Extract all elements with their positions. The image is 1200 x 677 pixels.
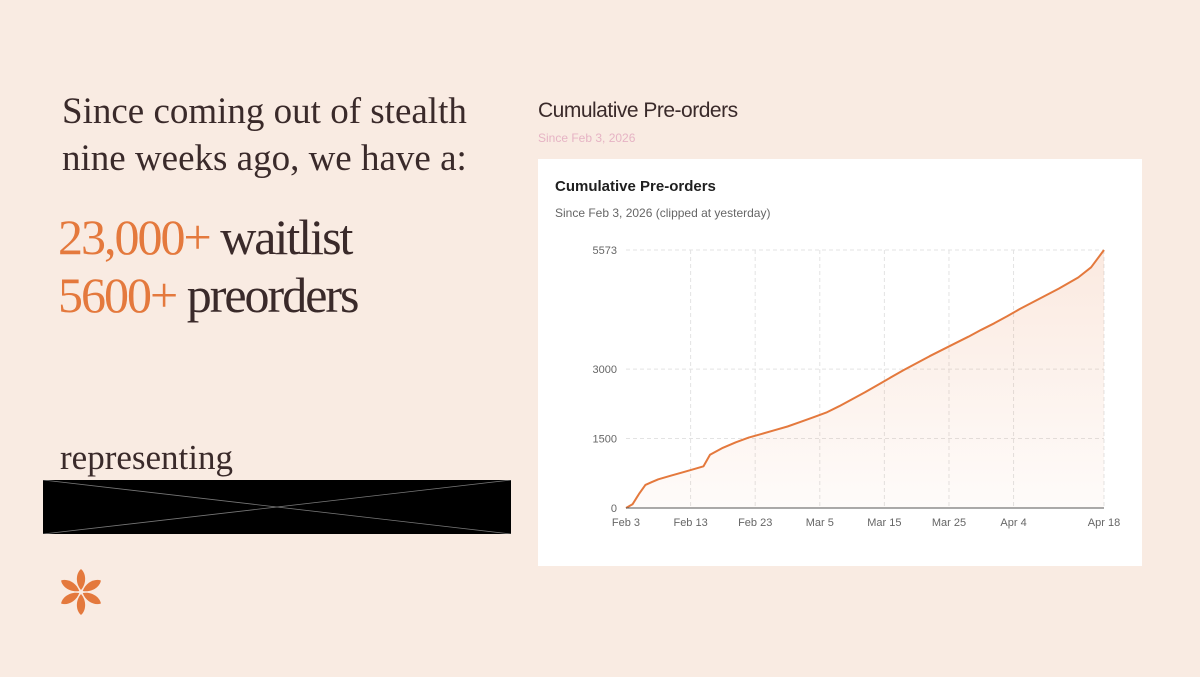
waitlist-number: 23,000+ <box>58 209 212 265</box>
preorders-number: 5600+ <box>58 267 178 323</box>
headline: Since coming out of stealth nine weeks a… <box>62 91 467 179</box>
waitlist-label: waitlist <box>209 209 353 265</box>
x-tick-label: Apr 4 <box>1000 517 1026 529</box>
redaction-cross <box>43 480 511 534</box>
preorders-line <box>625 249 1105 509</box>
chart-section-title: Cumulative Pre-orders <box>538 99 738 122</box>
flower-logo-icon <box>61 569 101 615</box>
chart-section-subtitle: Since Feb 3, 2026 <box>538 131 636 145</box>
preorders-label: preorders <box>176 267 360 323</box>
representing-text: representing <box>60 438 233 477</box>
y-tick-label: 3000 <box>593 364 617 376</box>
x-tick-label: Feb 23 <box>738 517 772 529</box>
waitlist-stat: 23,000+ waitlist <box>58 208 353 266</box>
preorders-chart: 0 1500 3000 5573 Feb 3 Feb 13 Feb 23 Mar 5 Mar 1… <box>593 245 1121 529</box>
y-tick-label: 1500 <box>593 434 617 446</box>
preorders-area <box>626 250 1104 508</box>
preorders-stat: 5600+ preorders <box>58 266 360 324</box>
x-tick-label: Mar 25 <box>932 517 966 529</box>
y-tick-label: 5573 <box>593 245 617 257</box>
x-tick-label: Feb 13 <box>673 517 707 529</box>
redacted-block <box>43 480 511 534</box>
chart-card: 0 1500 3000 5573 Feb 3 Feb 13 Feb 23 Mar 5 Mar 1… <box>538 159 1142 566</box>
x-tick-label: Apr 18 <box>1088 517 1120 529</box>
x-tick-label: Feb 3 <box>612 517 640 529</box>
x-tick-label: Mar 15 <box>867 517 901 529</box>
chart-title: Cumulative Pre-orders <box>555 178 716 195</box>
y-tick-label: 0 <box>611 503 617 515</box>
x-tick-label: Mar 5 <box>806 517 834 529</box>
chart-subtitle: Since Feb 3, 2026 (clipped at yesterday) <box>555 206 771 220</box>
